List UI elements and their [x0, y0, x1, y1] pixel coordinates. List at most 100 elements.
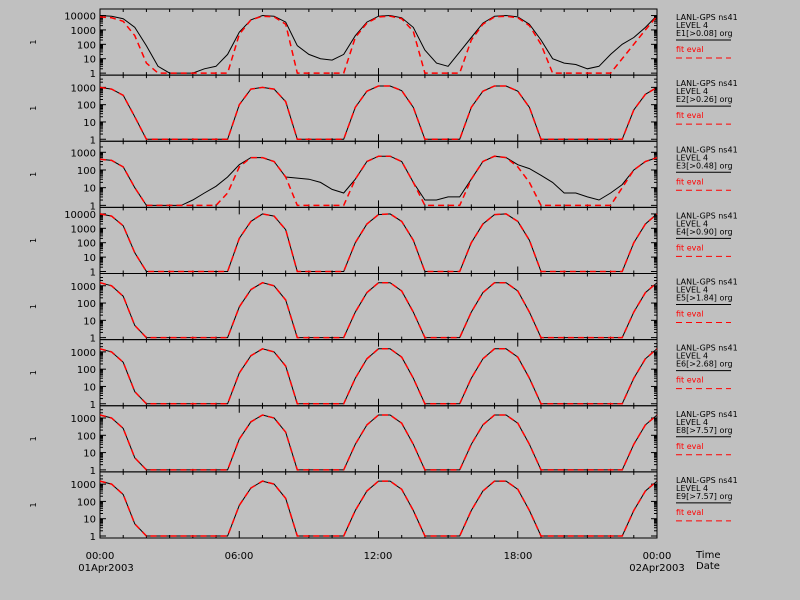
legend-observed-label: E1[>0.08] org [676, 29, 733, 38]
legend-source: LANL-GPS ns41 [676, 79, 738, 88]
y-axis-label: 1 [29, 172, 38, 177]
y-tick-label: 10 [83, 515, 96, 526]
y-tick-label: 100 [77, 431, 96, 442]
legend-level: LEVEL 4 [676, 87, 708, 96]
legend-source: LANL-GPS ns41 [676, 278, 738, 287]
y-tick-label: 100 [77, 239, 96, 250]
x-tick-label-0: 00:00 [86, 551, 115, 562]
y-tick-label: 1 [90, 201, 96, 212]
y-tick-label: 10 [83, 184, 96, 195]
y-axis-label: 1 [29, 238, 38, 243]
legend-fit-label: fit eval [676, 111, 704, 120]
legend-fit-label: fit eval [676, 310, 704, 319]
x-axis-labels: 00:00 06:00 12:00 18:00 00:00 01Apr2003 … [78, 550, 720, 574]
fit-series-line [99, 347, 658, 405]
legend-observed-label: E8[>7.57] org [676, 426, 733, 435]
y-tick-label: 1 [90, 268, 96, 279]
y-tick-label: 100 [77, 101, 96, 112]
y-tick-label: 100 [77, 40, 96, 51]
legend-source: LANL-GPS ns41 [676, 344, 738, 353]
y-tick-label: 100 [77, 166, 96, 177]
legend-fit-label: fit eval [676, 442, 704, 451]
y-tick-label: 1000 [71, 224, 96, 235]
y-tick-label: 1 [90, 334, 96, 345]
fit-series-line [99, 155, 658, 207]
time-axis-title: Time [695, 550, 720, 561]
y-tick-label: 10000 [64, 210, 96, 221]
legend-source: LANL-GPS ns41 [676, 476, 738, 485]
y-tick-label: 10 [83, 55, 96, 66]
y-tick-label: 100 [77, 299, 96, 310]
y-axis-label: 1 [29, 436, 38, 441]
legend-fit-label: fit eval [676, 45, 704, 54]
x-tick-label-2: 12:00 [364, 551, 393, 562]
date-axis-title: Date [696, 561, 720, 572]
y-tick-label: 1000 [71, 480, 96, 491]
y-tick-label: 1000 [71, 148, 96, 159]
y-tick-label: 10 [83, 316, 96, 327]
legend-source: LANL-GPS ns41 [676, 211, 738, 220]
legend-level: LEVEL 4 [676, 418, 708, 427]
y-tick-label: 1 [90, 400, 96, 411]
legend-fit-label: fit eval [676, 376, 704, 385]
y-tick-label: 1000 [71, 282, 96, 293]
end-date-label: 02Apr2003 [629, 563, 684, 574]
y-tick-label: 1000 [71, 348, 96, 359]
y-tick-label: 10000 [64, 12, 96, 23]
y-tick-label: 1 [90, 532, 96, 543]
y-tick-label: 10 [83, 382, 96, 393]
x-tick-label-1: 06:00 [225, 551, 254, 562]
y-tick-label: 100 [77, 365, 96, 376]
fit-series-line [99, 414, 658, 471]
fit-series-line [99, 85, 658, 141]
y-tick-label: 100 [77, 497, 96, 508]
y-tick-label: 1 [90, 135, 96, 146]
y-tick-label: 1000 [71, 83, 96, 94]
x-tick-label-3: 18:00 [504, 551, 533, 562]
y-tick-label: 1 [90, 69, 96, 80]
fit-series-line [99, 213, 658, 273]
y-axis-label: 1 [29, 502, 38, 507]
legend-observed-label: E5[>1.84] org [676, 294, 733, 303]
legend-observed-label: E3[>0.48] org [676, 161, 733, 170]
y-axis-label: 1 [29, 304, 38, 309]
legend-source: LANL-GPS ns41 [676, 13, 738, 22]
legend-observed-label: E9[>7.57] org [676, 492, 733, 501]
fit-series-line [99, 281, 658, 339]
fit-series-line [99, 480, 658, 537]
y-tick-label: 10 [83, 449, 96, 460]
legend-source: LANL-GPS ns41 [676, 145, 738, 154]
legend-fit-label: fit eval [676, 177, 704, 186]
y-tick-label: 10 [83, 253, 96, 264]
fit-series-line [99, 15, 658, 74]
y-axis-label: 1 [29, 106, 38, 111]
legend-observed-label: E6[>2.68] org [676, 360, 733, 369]
y-tick-label: 1000 [71, 26, 96, 37]
y-axis-label: 1 [29, 370, 38, 375]
legend-level: LEVEL 4 [676, 153, 708, 162]
y-tick-label: 1 [90, 466, 96, 477]
legend-level: LEVEL 4 [676, 352, 708, 361]
legend-level: LEVEL 4 [676, 21, 708, 30]
legend-fit-label: fit eval [676, 508, 704, 517]
y-tick-label: 10 [83, 118, 96, 129]
legend-observed-label: E2[>0.26] org [676, 95, 733, 104]
legend-level: LEVEL 4 [676, 219, 708, 228]
y-tick-label: 1000 [71, 414, 96, 425]
legend-fit-label: fit eval [676, 243, 704, 252]
legend-observed-label: E4[>0.90] org [676, 227, 733, 236]
legend-level: LEVEL 4 [676, 286, 708, 295]
y-axis-label: 1 [29, 40, 38, 45]
legend-source: LANL-GPS ns41 [676, 410, 738, 419]
start-date-label: 01Apr2003 [78, 563, 133, 574]
legend-level: LEVEL 4 [676, 484, 708, 493]
